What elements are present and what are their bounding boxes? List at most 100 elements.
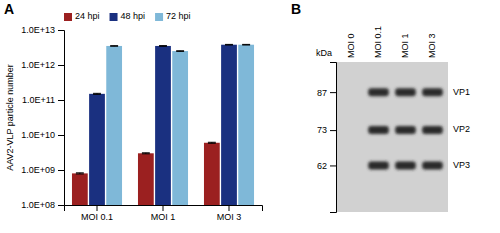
error-bar <box>242 44 250 46</box>
y-tick-label: 1.0E+13 <box>21 25 55 35</box>
y-tick: 73 <box>317 125 336 135</box>
band-label: VP2 <box>453 124 470 134</box>
error-bar <box>208 142 216 143</box>
error-bar-line <box>76 172 84 173</box>
y-tick-mark <box>330 130 336 131</box>
error-bar-line <box>159 46 167 47</box>
panel-title: B <box>291 1 301 17</box>
y-axis-title: kDa <box>316 48 332 58</box>
bar <box>155 46 171 205</box>
y-axis: 1.0E+08 1.0E+09 1.0E+10 1.0E+11 1.0E+12 1.0E+… <box>21 25 64 210</box>
band-label: VP3 <box>453 160 470 170</box>
error-bar-line <box>110 46 118 47</box>
x-tick-label: MOI 3 <box>217 212 242 222</box>
error-bar-line <box>110 45 118 46</box>
y-tick-mark <box>330 165 336 166</box>
legend-item: 72 hpi <box>155 11 191 21</box>
y-tick-mark <box>58 205 64 206</box>
y-tick-label: 1.0E+10 <box>21 130 55 140</box>
error-bar <box>93 93 101 94</box>
lane-label: MOI 1 <box>400 33 410 58</box>
y-tick: 1.0E+09 <box>21 165 64 175</box>
bar-series <box>89 44 237 205</box>
bar <box>72 173 88 205</box>
y-tick-mark <box>58 100 64 101</box>
y-tick-label: 1.0E+08 <box>21 200 55 210</box>
error-bar-line <box>225 45 233 46</box>
bands <box>368 88 443 169</box>
figure: A1.0E+081.0E+091.0E+101.0E+111.0E+121.0E… <box>0 0 500 233</box>
error-bar-line <box>242 44 250 45</box>
error-bar <box>110 45 118 47</box>
y-tick-label: 73 <box>317 125 327 135</box>
error-bar <box>142 153 150 154</box>
error-bar-line <box>142 153 150 154</box>
lane-label: MOI 3 <box>427 33 437 58</box>
x-axis: MOI 0.1 MOI 1 MOI 3 <box>65 205 263 222</box>
x-tick: MOI 1 <box>151 205 176 222</box>
y-tick-mark <box>58 170 64 171</box>
error-bar-line <box>93 93 101 94</box>
y-tick-mark <box>58 30 64 31</box>
band <box>368 161 389 169</box>
band <box>422 88 443 96</box>
band <box>422 126 443 134</box>
x-tick: MOI 0.1 <box>81 205 113 222</box>
legend-item: 24 hpi <box>64 11 100 21</box>
band <box>395 88 416 96</box>
error-bar <box>76 173 84 174</box>
band <box>395 161 416 169</box>
y-tick-label: 1.0E+12 <box>21 60 55 70</box>
x-tick-mark <box>163 205 164 211</box>
y-tick: 87 <box>317 88 336 98</box>
y-tick: 1.0E+11 <box>22 95 64 105</box>
error-bar-line <box>176 50 184 51</box>
error-bar <box>225 44 233 46</box>
blot-panel: 877362kDaMOI 0MOI 0.1MOI 1MOI 3VP1VP2VP3 <box>316 26 470 213</box>
y-tick-mark <box>58 135 64 136</box>
x-tick-mark <box>229 205 230 211</box>
legend-label: 24 hpi <box>75 11 100 21</box>
legend: 24 hpi 48 hpi 72 hpi <box>64 11 191 21</box>
x-tick-label: MOI 1 <box>151 212 176 222</box>
bar-series <box>106 44 254 205</box>
y-tick: 1.0E+08 <box>21 200 64 210</box>
band <box>368 126 389 134</box>
error-bar <box>176 50 184 52</box>
y-tick: 1.0E+10 <box>21 130 64 140</box>
legend-item: 48 hpi <box>110 11 146 21</box>
y-axis: 87 73 62 <box>317 63 337 213</box>
x-tick-label: MOI 0.1 <box>81 212 113 222</box>
panel-title: A <box>4 1 14 17</box>
legend-label: 72 hpi <box>166 11 191 21</box>
y-axis-line <box>330 63 337 213</box>
error-bar <box>159 45 167 47</box>
error-bar-line <box>242 45 250 46</box>
band <box>422 161 443 169</box>
blot-membrane <box>336 62 448 212</box>
bar <box>172 51 188 205</box>
error-bar-line <box>225 44 233 45</box>
y-axis-title: AAV2-VLP particle number <box>5 64 15 171</box>
x-tick: MOI 3 <box>217 205 242 222</box>
legend-swatch <box>110 13 118 21</box>
y-tick-mark <box>330 92 336 93</box>
error-bar-line <box>93 94 101 95</box>
y-tick-label: 1.0E+09 <box>21 165 55 175</box>
lane-label: MOI 0 <box>346 33 356 58</box>
y-axis-line <box>58 31 65 206</box>
y-tick-label: 62 <box>317 161 327 171</box>
error-bar-line <box>142 152 150 153</box>
y-tick-mark <box>58 65 64 66</box>
y-tick: 62 <box>317 161 336 171</box>
bar <box>138 153 154 205</box>
bar <box>221 45 237 205</box>
bar <box>89 94 105 205</box>
y-tick: 1.0E+12 <box>21 60 64 70</box>
bar <box>106 46 122 205</box>
legend-swatch <box>155 13 163 21</box>
y-tick-label: 1.0E+11 <box>22 95 55 105</box>
legend-label: 48 hpi <box>121 11 146 21</box>
error-bar-line <box>176 51 184 52</box>
bar <box>238 45 254 205</box>
